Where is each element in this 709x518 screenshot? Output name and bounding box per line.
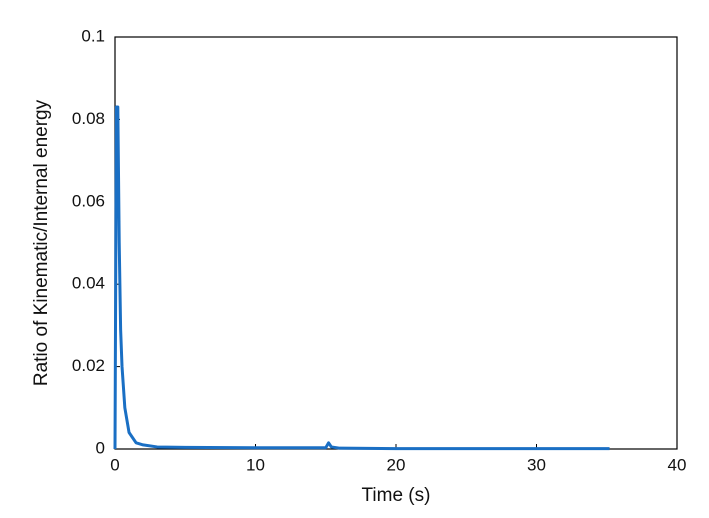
x-axis-label: Time (s) (362, 485, 431, 506)
y-tick-label: 0 (96, 438, 105, 457)
plot-frame (114, 36, 678, 450)
y-tick-label: 0.02 (72, 356, 105, 375)
x-tick-label: 0 (110, 455, 119, 474)
y-tick-label: 0.1 (81, 26, 105, 45)
x-tick-label: 10 (246, 455, 265, 474)
y-axis-label: Ratio of Kinematic/Internal energy (31, 99, 52, 386)
y-tick-label: 0.08 (72, 109, 105, 128)
x-tick-label: 20 (387, 455, 406, 474)
y-tick-label: 0.04 (72, 274, 105, 293)
y-tick-label: 0.06 (72, 191, 105, 210)
data-line (113, 105, 610, 451)
x-tick-label: 40 (668, 455, 687, 474)
x-tick-label: 30 (527, 455, 546, 474)
